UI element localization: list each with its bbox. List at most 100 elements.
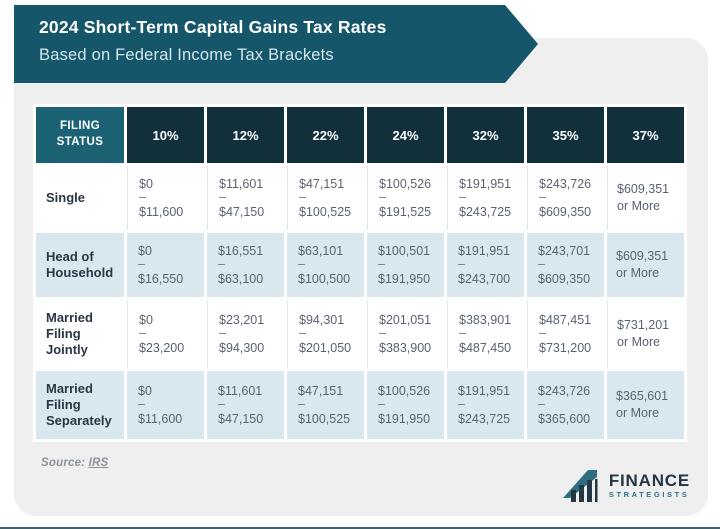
range-dash: – [459, 326, 466, 341]
bracket-from: $383,901 [459, 313, 512, 328]
bracket-to: $47,150 [219, 204, 265, 219]
bracket-from: $0 [138, 244, 152, 259]
range-dash: – [299, 326, 306, 341]
range-dash: – [299, 190, 306, 205]
rate-header-35: 35% [527, 107, 604, 163]
bracket-from: $94,301 [299, 313, 345, 328]
table-row-head-of-household: Head of Household $0 – $16,550 $16,551 –… [36, 233, 684, 297]
page-title: 2024 Short-Term Capital Gains Tax Rates [39, 17, 387, 37]
bracket-from: $11,601 [219, 177, 264, 192]
logo-wordmark: FINANCE STRATEGISTS [609, 472, 690, 500]
bracket-to: $100,525 [299, 204, 352, 219]
range-dash: – [138, 397, 145, 412]
bracket-cell: $243,701 – $609,350 [527, 233, 604, 297]
bracket-to: $94,300 [219, 340, 265, 355]
page-subtitle: Based on Federal Income Tax Brackets [39, 46, 334, 64]
bracket-cell: $47,151 – $100,525 [287, 371, 364, 439]
top-bracket-cell: $365,601 or More [607, 371, 684, 439]
range-dash: – [219, 326, 226, 341]
bracket-cell: $191,951 – $243,725 [447, 371, 524, 439]
table-row-married-filing-jointly: Married Filing Jointly $0 – $23,200 $23,… [36, 300, 684, 368]
bracket-cell: $100,526 – $191,525 [367, 166, 444, 230]
range-dash: – [378, 257, 385, 272]
bracket-cell: $100,526 – $191,950 [367, 371, 444, 439]
range-dash: – [219, 190, 226, 205]
logo-arch-icon [562, 470, 598, 502]
bracket-to: $383,900 [379, 340, 432, 355]
bracket-cell: $243,726 – $609,350 [527, 166, 604, 230]
bracket-from: $0 [138, 384, 152, 399]
bracket-to: $191,950 [378, 411, 431, 426]
bracket-cell: $201,051 – $383,900 [367, 300, 444, 368]
bracket-from: $243,726 [538, 384, 591, 399]
range-dash: – [539, 326, 546, 341]
bracket-cell: $383,901 – $487,450 [447, 300, 524, 368]
source-label: Source: [41, 457, 89, 469]
filing-status-label: Married Filing Jointly [46, 309, 93, 358]
rate-header-22: 22% [287, 107, 364, 163]
bracket-to: $731,200 [539, 340, 592, 355]
bracket-to: $243,725 [459, 204, 512, 219]
bracket-cell: $191,951 – $243,700 [447, 233, 524, 297]
range-dash: – [139, 190, 146, 205]
bracket-cell: $191,951 – $243,725 [447, 166, 524, 230]
table-row-married-filing-separately: Married Filing Separately $0 – $11,600 $… [36, 371, 684, 439]
bracket-from: $191,951 [459, 177, 512, 192]
bracket-from: $191,951 [458, 384, 511, 399]
bracket-from: $100,526 [378, 384, 431, 399]
bracket-cell: $11,601 – $47,150 [207, 371, 284, 439]
range-dash: – [379, 326, 386, 341]
bracket-cell: $11,601 – $47,150 [207, 166, 284, 230]
bracket-from: $47,151 [299, 177, 345, 192]
bracket-cell: $0 – $23,200 [127, 300, 204, 368]
title-banner: 2024 Short-Term Capital Gains Tax Rates … [14, 5, 538, 83]
range-dash: – [218, 397, 225, 412]
range-dash: – [538, 257, 545, 272]
bracket-to: $100,500 [298, 271, 351, 286]
range-dash: – [459, 190, 466, 205]
bracket-from: $0 [139, 313, 153, 328]
rate-header-37: 37% [607, 107, 684, 163]
bracket-cell: $23,201 – $94,300 [207, 300, 284, 368]
filing-status-label: Married Filing Separately [46, 380, 112, 429]
bracket-from: $100,501 [378, 244, 431, 259]
table-row-single: Single $0 – $11,600 $11,601 – $47,150 $4… [36, 166, 684, 230]
rate-header-24: 24% [367, 107, 444, 163]
bracket-from: $100,526 [379, 177, 432, 192]
range-dash: – [458, 397, 465, 412]
range-dash: – [218, 257, 225, 272]
bracket-from: $23,201 [219, 313, 265, 328]
bracket-from: $191,951 [458, 244, 511, 259]
bracket-from: $11,601 [218, 384, 263, 399]
bracket-from: $487,451 [539, 313, 592, 328]
bracket-cell: $487,451 – $731,200 [527, 300, 604, 368]
bracket-to: $100,525 [298, 411, 351, 426]
bracket-from: $243,726 [539, 177, 592, 192]
bracket-cell: $16,551 – $63,100 [207, 233, 284, 297]
bracket-to: $609,350 [539, 204, 592, 219]
top-bracket-cell: $609,351 or More [607, 233, 684, 297]
range-dash: – [458, 257, 465, 272]
bracket-cell: $0 – $16,550 [127, 233, 204, 297]
source-link-irs[interactable]: IRS [88, 457, 109, 469]
bracket-to: $201,050 [299, 340, 352, 355]
tax-brackets-table: FILING STATUS 10% 12% 22% 24% 32% 35% 37… [33, 104, 687, 442]
bracket-from: $47,151 [298, 384, 344, 399]
bracket-to: $609,350 [538, 271, 591, 286]
top-bracket-cell: $609,351 or More [607, 166, 684, 230]
filing-status-cell: Married Filing Separately [36, 371, 124, 439]
bracket-to: $365,600 [538, 411, 591, 426]
filing-status-label: Single [46, 189, 86, 205]
range-dash: – [378, 397, 385, 412]
bracket-cell: $0 – $11,600 [127, 371, 204, 439]
bottom-accent-bar [0, 527, 720, 529]
bracket-to: $23,200 [139, 340, 185, 355]
bracket-cell: $47,151 – $100,525 [287, 166, 364, 230]
bracket-to: $191,525 [379, 204, 432, 219]
bracket-from: $63,101 [298, 244, 344, 259]
filing-status-cell: Single [36, 166, 124, 230]
rate-header-10: 10% [127, 107, 204, 163]
bracket-from: $201,051 [379, 313, 432, 328]
bracket-to: $191,950 [378, 271, 431, 286]
